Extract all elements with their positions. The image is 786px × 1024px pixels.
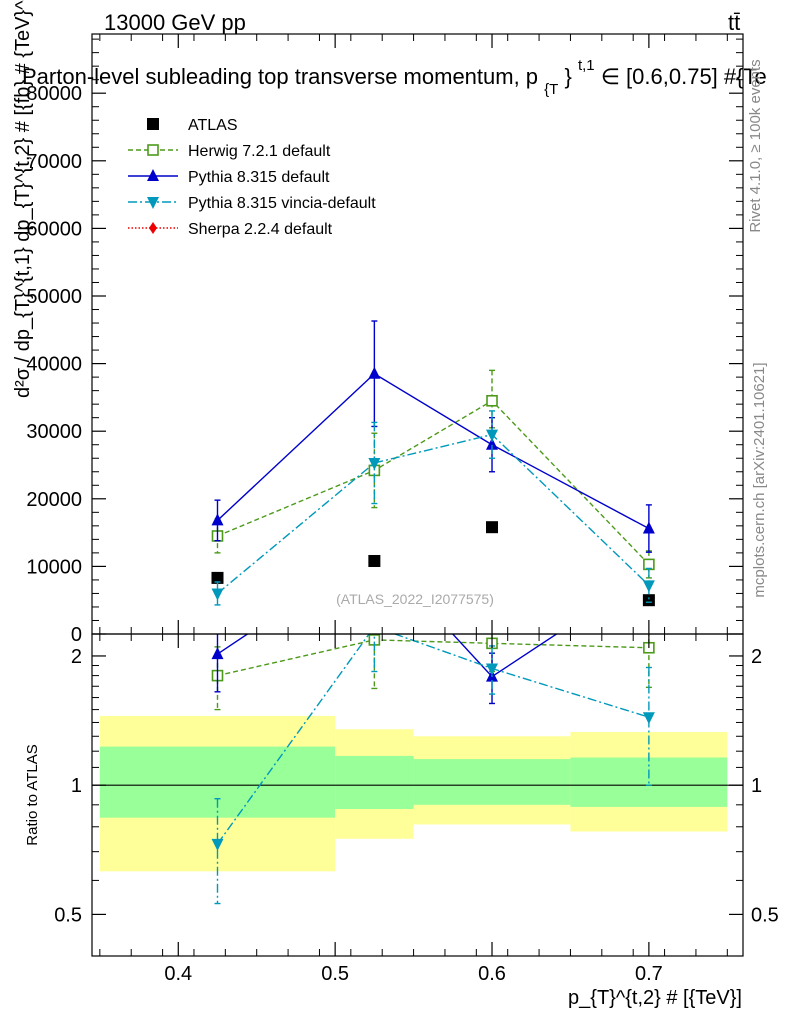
ratio-band-green	[335, 755, 414, 810]
main-point-vincia	[486, 429, 499, 442]
x-tick-label: 0.6	[478, 963, 506, 985]
main-point-pythia	[642, 521, 655, 534]
main-y-tick-label: 70000	[26, 151, 82, 173]
main-y-tick-label: 60000	[26, 218, 82, 240]
mcplots-label: mcplots.cern.ch [arXiv:2401.10621]	[751, 362, 768, 597]
main-point-atlas	[211, 571, 224, 584]
ratio-point-vincia	[642, 712, 655, 725]
title-main: Parton-level subleading top transverse m…	[22, 64, 538, 89]
main-series-vincia	[211, 410, 655, 606]
title-sup: t,1	[578, 57, 595, 74]
legend-marker-atlas	[147, 118, 159, 130]
ratio-uncertainty-bands	[99, 715, 728, 872]
main-point-vincia	[368, 457, 381, 470]
ratio-y-tick-label-right: 2	[751, 646, 762, 668]
title-sub: {T	[544, 81, 558, 98]
main-line-vincia	[217, 433, 650, 594]
legend-entry-vincia: Pythia 8.315 vincia-default	[128, 195, 376, 212]
main-y-tick-label: 40000	[26, 354, 82, 376]
legend-label-atlas: ATLAS	[188, 117, 238, 134]
main-point-pythia	[368, 366, 381, 379]
main-line-pythia	[217, 372, 650, 530]
main-y-tick-label: 30000	[26, 421, 82, 443]
legend: ATLAS Herwig 7.2.1 default Pythia 8.315 de…	[128, 117, 376, 238]
main-point-pythia	[211, 513, 224, 526]
ratio-point-pythia	[368, 542, 380, 554]
main-point-atlas	[642, 594, 655, 607]
ratio-line-herwig	[217, 639, 649, 677]
tick-labels: 0 10000 20000 30000 40000 50000 60000 70000 8000…	[26, 83, 778, 985]
ratio-y-tick-label-right: 0.5	[751, 904, 779, 926]
legend-entry-herwig: Herwig 7.2.1 default	[128, 143, 331, 160]
rivet-label: Rivet 4.1.0, ≥ 100k events	[747, 59, 764, 232]
main-series-pythia	[211, 320, 655, 553]
legend-label-pythia: Pythia 8.315 default	[188, 169, 330, 186]
plot-title: Parton-level subleading top transverse m…	[22, 50, 767, 99]
legend-marker-vincia	[147, 197, 159, 209]
legend-label-vincia: Pythia 8.315 vincia-default	[188, 195, 376, 212]
x-axis-label: p_{T}^{t,2} # [{TeV}]	[568, 987, 742, 1009]
legend-entry-atlas: ATLAS	[147, 117, 238, 134]
main-y-axis-label: d²σ / dp_{T}^{t,1} dp_{T}^{t,2} # [{fb} …	[12, 0, 34, 398]
ratio-series-herwig	[211, 634, 655, 711]
main-point-vincia	[211, 588, 224, 601]
ratio-y-tick-label: 2	[71, 646, 82, 668]
x-tick-label: 0.5	[321, 963, 349, 985]
ratio-point-vincia	[211, 838, 224, 851]
x-tick-label: 0.4	[164, 963, 192, 985]
main-series-atlas	[211, 521, 655, 607]
ratio-series-pythia	[211, 542, 558, 705]
legend-entry-pythia: Pythia 8.315 default	[128, 169, 330, 186]
ratio-point-vincia	[368, 622, 380, 634]
legend-marker-pythia	[147, 169, 159, 181]
legend-label-sherpa: Sherpa 2.2.4 default	[188, 221, 333, 238]
process-label: tt̄	[728, 10, 740, 35]
main-y-tick-label: 20000	[26, 489, 82, 511]
analysis-watermark: (ATLAS_2022_I2077575)	[336, 591, 494, 607]
legend-marker-herwig	[147, 144, 159, 156]
main-point-atlas	[368, 554, 381, 567]
ratio-y-tick-label: 1	[71, 775, 82, 797]
main-y-tick-label: 80000	[26, 83, 82, 105]
main-point-herwig	[486, 394, 498, 407]
energy-label: 13000 GeV pp	[104, 10, 246, 35]
ratio-line-pythia	[217, 634, 558, 678]
ratio-panel-series	[211, 542, 655, 905]
main-point-atlas	[486, 521, 499, 534]
ratio-y-axis-label: Ratio to ATLAS	[24, 744, 41, 845]
axes-ticks	[92, 34, 743, 956]
ratio-line-vincia	[216, 634, 650, 845]
ratio-panel-frame	[91, 633, 744, 957]
main-line-herwig	[217, 399, 650, 565]
main-panel-series	[211, 320, 655, 607]
legend-label-herwig: Herwig 7.2.1 default	[188, 143, 331, 160]
title-brace: }	[564, 64, 571, 89]
ratio-point-vincia	[486, 663, 499, 676]
x-tick-label: 0.7	[635, 963, 663, 985]
main-series-herwig	[211, 369, 655, 579]
main-point-pythia	[486, 437, 499, 450]
legend-marker-sherpa	[149, 222, 157, 234]
ratio-point-pythia	[211, 647, 224, 660]
ratio-y-tick-label-right: 1	[751, 775, 762, 797]
main-point-vincia	[642, 580, 655, 593]
ratio-band-green	[413, 759, 571, 805]
ratio-y-tick-label: 0.5	[54, 904, 82, 926]
main-y-tick-label: 10000	[26, 556, 82, 578]
ratio-series-vincia	[211, 622, 655, 905]
legend-entry-sherpa: Sherpa 2.2.4 default	[128, 221, 333, 238]
main-y-tick-label: 50000	[26, 286, 82, 308]
main-y-tick-label: 0	[71, 624, 82, 646]
title-range: ∈ [0.6,0.75] #{Te	[601, 64, 767, 89]
